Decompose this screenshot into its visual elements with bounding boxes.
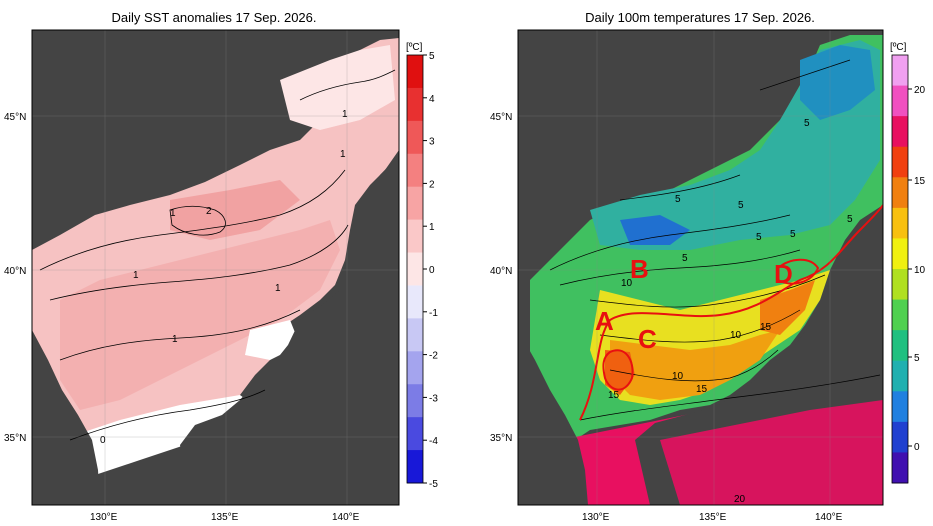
colorbar-segment [407,450,423,484]
region-letter-b: B [630,254,649,284]
left-map-title: Daily SST anomalies 17 Sep. 2026. [111,10,317,25]
colorbar-segment [892,177,908,209]
colorbar-tick-label: 3 [429,137,435,148]
lon-label-135e: 135°E [211,512,239,523]
contour-label: 1 [170,208,176,219]
contour-label: 5 [738,200,744,211]
colorbar-segment [407,384,423,418]
lat-label-45n: 45°N [4,112,26,123]
sst-anomaly-map: 1 1 1 2 1 1 1 0 45°N 40°N 35°N 130°E 135… [4,29,438,523]
region-letter-c: C [638,324,657,354]
colorbar-segment [407,417,423,451]
contour-label: 5 [756,232,762,243]
colorbar-segment [407,252,423,286]
colorbar-segment [892,391,908,423]
lon-label-135e: 135°E [699,512,727,523]
contour-label: 5 [847,214,853,225]
lon-label-130e: 130°E [582,512,610,523]
colorbar-tick-label: 4 [429,94,435,105]
lat-label-45n: 45°N [490,112,512,123]
contour-label: 0 [100,435,106,446]
colorbar-unit: [ºC] [406,42,423,53]
lon-label-140e: 140°E [815,512,843,523]
colorbar-segment [407,55,423,89]
sst-anomaly-colorbar: [ºC] 5 4 3 2 1 0 -1 -2 -3 -4 -5 [406,42,438,490]
colorbar-tick-label: 0 [429,265,435,276]
contour-label: 1 [342,109,348,120]
land-korea-right [518,330,588,505]
land-japan-left [180,155,399,505]
contour-label: 1 [133,270,139,281]
colorbar-unit: [ºC] [890,42,907,53]
colorbar-segment [892,360,908,392]
region-loop-a [602,349,634,391]
lon-label-130e: 130°E [90,512,118,523]
land-korea-left [32,330,100,505]
colorbar-tick-label: 0 [914,442,920,453]
colorbar-segment [892,299,908,331]
colorbar-tick-label: 2 [429,179,435,190]
colorbar-segment [407,285,423,319]
lon-label-140e: 140°E [332,512,360,523]
contour-label: 5 [790,229,796,240]
region-letter-a: A [595,306,614,336]
contour-label: 15 [608,390,620,401]
colorbar-segment [892,207,908,239]
contour-label: 1 [340,149,346,160]
contour-label: 20 [734,494,746,505]
colorbar-segment [892,55,908,87]
colorbar-tick-label: 5 [914,353,920,364]
colorbar-segment [892,238,908,270]
colorbar-segment [407,351,423,385]
colorbar-tick-label: 20 [914,85,926,96]
lat-label-40n: 40°N [4,266,26,277]
colorbar-segment [892,452,908,484]
colorbar-tick-label: 15 [914,176,926,187]
contour-label: 1 [172,334,178,345]
lat-label-35n: 35°N [4,433,26,444]
colorbar-segment [892,85,908,117]
colorbar-tick-label: 1 [429,222,435,233]
colorbar-tick-label: -5 [429,479,438,490]
temperature-100m-map: A B C D 5 5 5 5 5 5 5 10 10 10 15 15 15 … [490,29,926,523]
colorbar-tick-label: 5 [429,51,435,62]
contour-label: 1 [275,283,281,294]
colorbar-segment [892,146,908,178]
contour-label: 10 [672,371,684,382]
region-loop-d [777,258,820,285]
lat-label-35n: 35°N [490,433,512,444]
colorbar-segment [892,116,908,148]
colorbar-tick-label: -1 [429,308,438,319]
contour-label: 10 [730,330,742,341]
colorbar-tick-label: 10 [914,265,926,276]
colorbar-tick-label: -4 [429,436,438,447]
colorbar-tick-label: -3 [429,393,438,404]
colorbar-segment [407,186,423,221]
colorbar-segment [407,87,423,122]
contour-label: 5 [804,118,810,129]
colorbar-segment [407,120,423,155]
contour-label: 15 [696,384,708,395]
contour-label: 5 [675,194,681,205]
colorbar-segment [892,330,908,362]
boundary-line-red [579,204,883,421]
colorbar-segment [407,153,423,188]
right-map-title: Daily 100m temperatures 17 Sep. 2026. [585,10,815,25]
contour-label: 5 [682,253,688,264]
colorbar-segment [892,269,908,301]
contour-label: 2 [206,206,212,217]
lat-label-40n: 40°N [490,266,512,277]
contour-label: 10 [621,278,633,289]
colorbar-tick-label: -2 [429,351,438,362]
colorbar-segment [892,421,908,453]
contour-label: 15 [760,322,772,333]
colorbar-segment [407,219,423,254]
region-letter-d: D [774,259,793,289]
colorbar-segment [407,318,423,352]
temperature-colorbar: [ºC] 20 15 10 5 0 [890,42,926,484]
